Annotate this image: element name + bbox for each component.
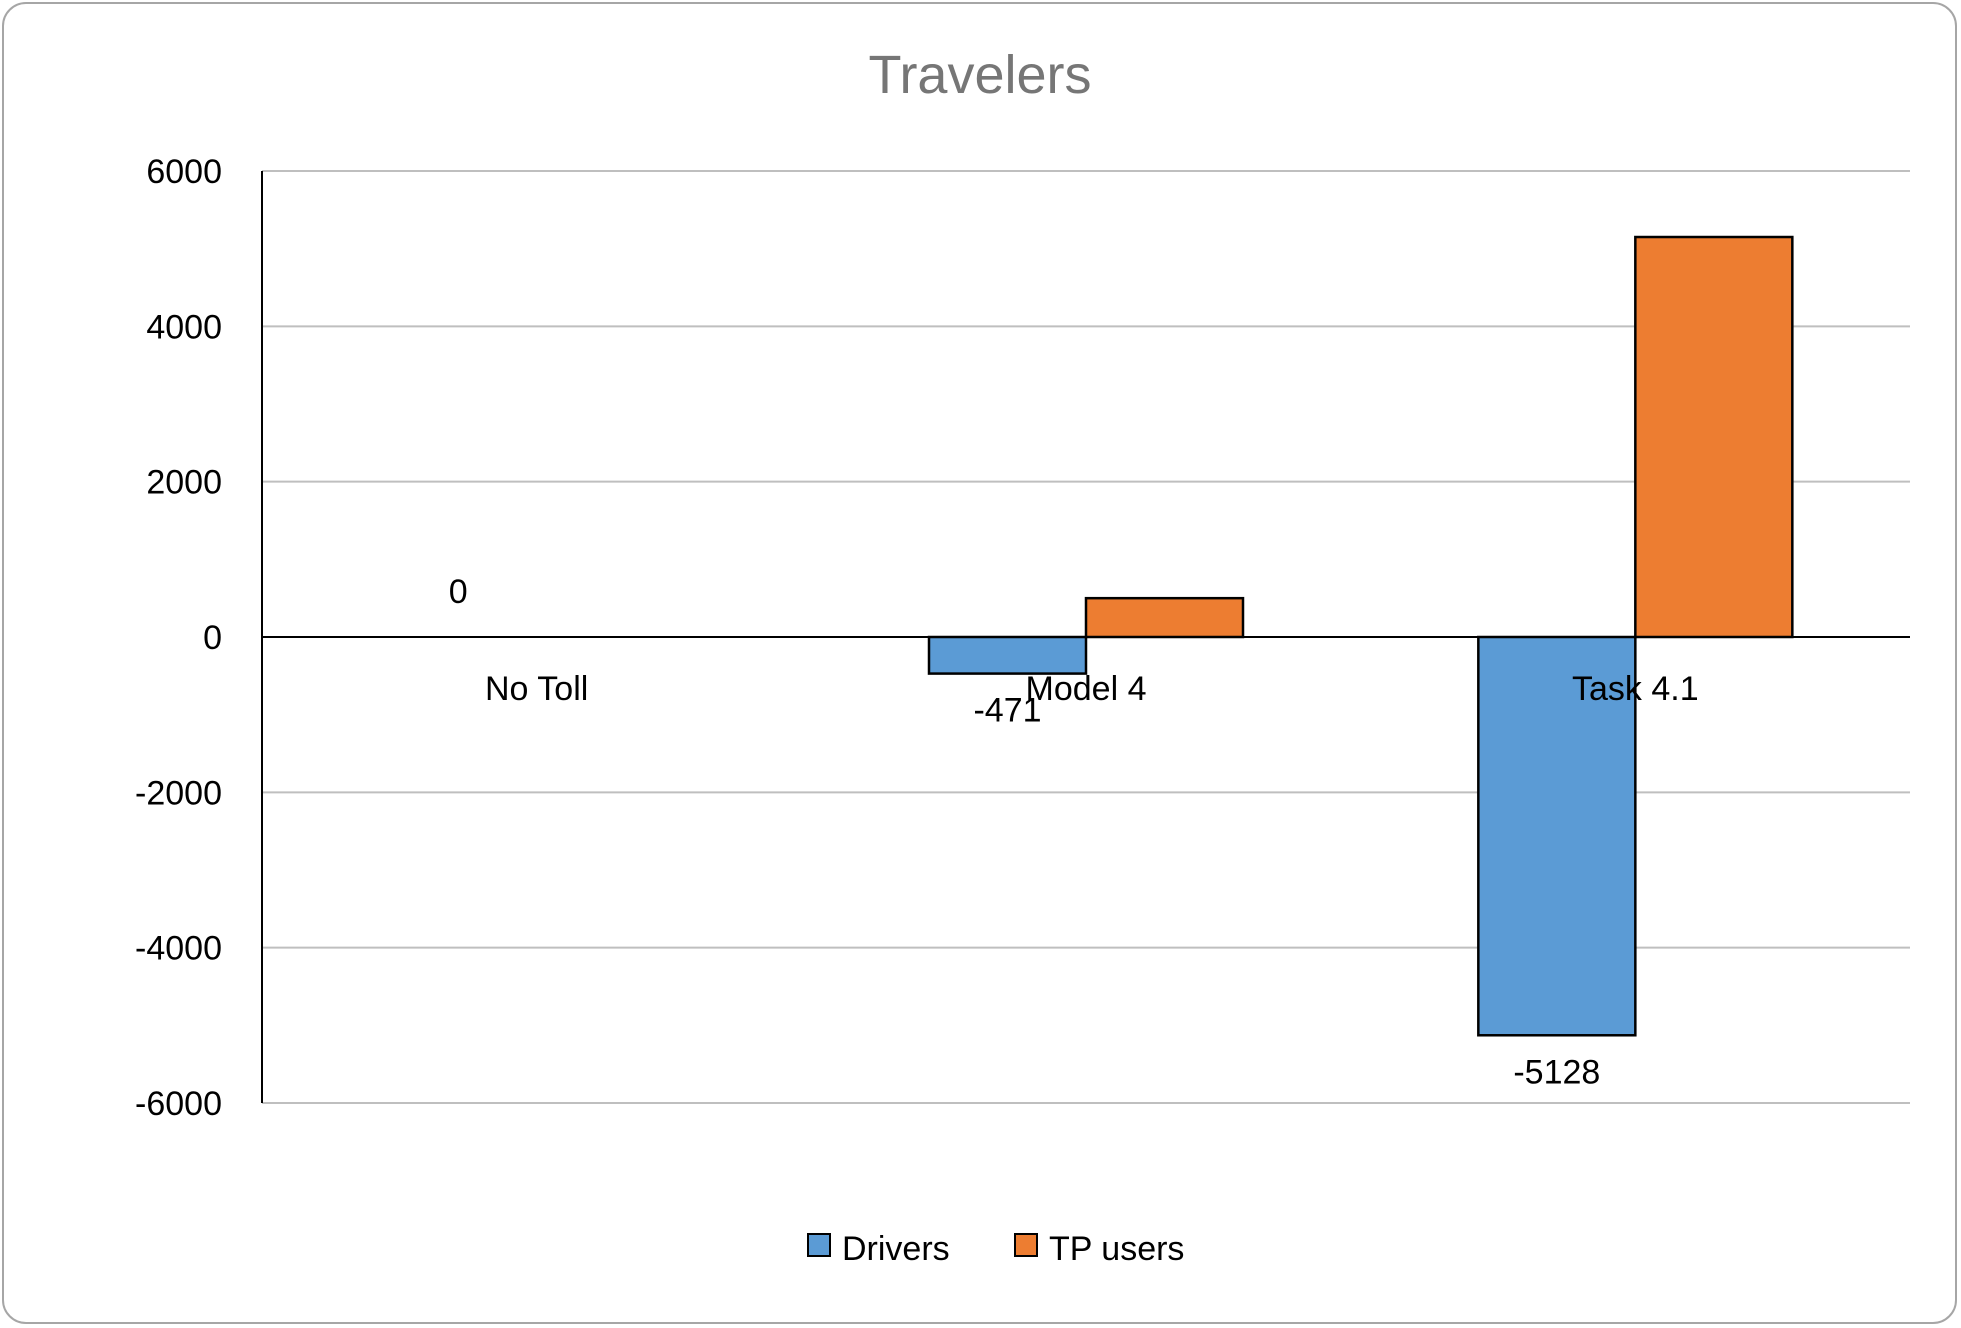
- y-tick-label: 6000: [146, 153, 222, 191]
- legend-label: TP users: [1049, 1230, 1184, 1268]
- y-tick-label: 4000: [146, 308, 222, 346]
- y-tick-label: -2000: [135, 774, 222, 812]
- legend-label: Drivers: [842, 1230, 950, 1268]
- category-label: Model 4: [1026, 670, 1147, 708]
- data-label: -471: [973, 692, 1041, 730]
- category-label: No Toll: [485, 670, 588, 708]
- data-label: -5128: [1513, 1053, 1600, 1091]
- data-label: 0: [449, 573, 468, 611]
- legend: Drivers TP users: [807, 1230, 1184, 1268]
- bar-tp-users-2: [1634, 235, 1794, 639]
- data-labels: 0 -471 -5128: [449, 573, 1601, 1091]
- y-tick-label: -6000: [135, 1085, 222, 1123]
- axes: [261, 171, 1910, 1103]
- bar-tp-users-1: [1084, 596, 1245, 639]
- y-tick-label: -4000: [135, 930, 222, 968]
- chart-title: Travelers: [868, 45, 1091, 105]
- category-label: Task 4.1: [1572, 670, 1699, 708]
- y-axis-ticks: 6000 4000 2000 0 -2000 -4000 -6000: [135, 153, 222, 1123]
- category-labels: No Toll Model 4 Task 4.1: [485, 670, 1699, 708]
- legend-swatch-drivers: [807, 1233, 831, 1257]
- y-tick-label: 2000: [146, 464, 222, 502]
- bar-drivers-1: [927, 635, 1088, 675]
- y-tick-label: 0: [203, 619, 222, 657]
- legend-swatch-tp-users: [1014, 1233, 1038, 1257]
